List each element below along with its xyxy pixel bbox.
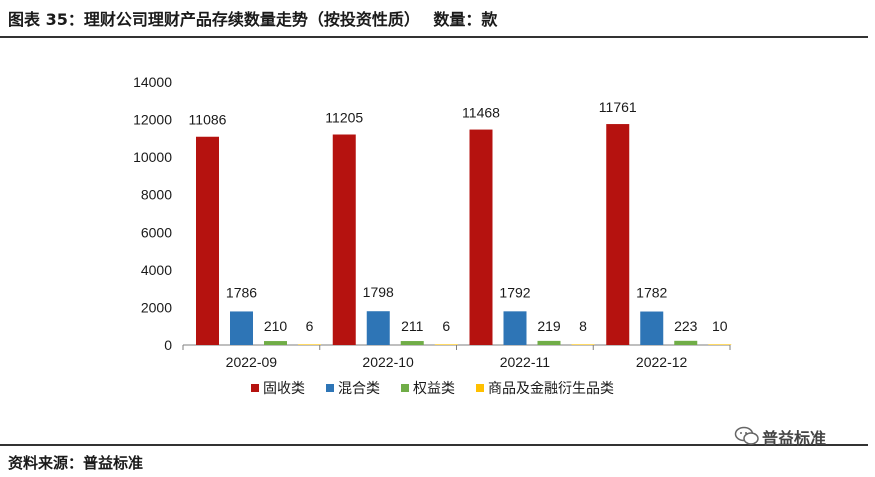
data-label: 10 [712,318,728,334]
x-tick-label: 2022-11 [500,354,551,370]
watermark-label: 普益标准 [762,429,827,448]
bar-1 [196,136,219,345]
bar-1 [469,129,493,345]
bar-2 [230,311,253,345]
top-divider [0,36,868,38]
y-tick-label: 0 [164,337,172,353]
data-label: 1798 [363,284,394,300]
data-label: 210 [264,318,288,334]
bar-1 [606,124,630,345]
data-label: 11761 [599,99,637,115]
bar-4 [298,344,321,345]
bar-3 [537,340,561,345]
legend-label: 权益类 [413,380,455,396]
data-label: 6 [306,318,314,334]
data-label: 11086 [189,112,227,128]
data-label: 1786 [226,284,257,300]
bar-2 [366,311,390,345]
report-header: 图表 35：理财公司理财产品存续数量走势（按投资性质） 数量：款 [0,0,875,36]
chart-legend: 固收类 混合类 权益类 商品及金融衍生品类 [251,380,614,396]
watermark: 普益标准 [730,424,860,448]
data-label: 211 [401,318,424,334]
data-label: 6 [442,318,450,334]
data-label: 11205 [325,110,363,126]
bar-4 [571,344,595,345]
bar-chart: 0 2000 4000 6000 8000 10000 12000 14000 2022-09 2… [133,74,732,396]
source-note: 资料来源：普益标准 [8,454,144,472]
bar-4 [708,344,732,345]
bar-3 [400,341,424,345]
chart-axes: 0 2000 4000 6000 8000 10000 12000 14000 2022-09 2… [133,74,731,370]
y-tick-label: 4000 [141,262,172,278]
legend-label: 固收类 [263,380,305,396]
bar-3 [264,341,287,345]
chart-data-labels: 11086 11205 11468 11761 1786 1798 1792 1782 210 2… [189,99,728,334]
wechat-icon [734,426,759,445]
data-label: 223 [674,318,698,334]
y-tick-label: 14000 [133,74,172,90]
x-tick-label: 2022-12 [636,354,688,370]
data-label: 1782 [636,285,667,301]
bottom-divider [0,444,868,446]
legend-swatch [251,384,259,392]
bar-2 [503,311,527,345]
y-tick-label: 10000 [133,149,172,165]
figure-title: 图表 35：理财公司理财产品存续数量走势（按投资性质） 数量：款 [8,10,498,29]
chart-bars [196,124,732,345]
x-tick-label: 2022-09 [226,354,278,370]
bar-4 [434,344,458,345]
y-tick-label: 12000 [133,112,172,128]
data-label: 1792 [499,284,530,300]
y-tick-label: 8000 [141,187,172,203]
y-tick-label: 2000 [141,299,172,315]
data-label: 11468 [462,105,500,121]
x-tick-label: 2022-10 [362,354,414,370]
data-label: 219 [537,318,561,334]
legend-label: 混合类 [338,380,380,396]
legend-swatch [326,384,334,392]
legend-swatch [401,384,409,392]
legend-swatch [476,384,484,392]
bar-2 [640,311,664,345]
y-tick-label: 6000 [141,224,172,240]
bar-1 [332,134,356,345]
legend-label: 商品及金融衍生品类 [488,380,614,396]
bar-3 [674,340,698,345]
data-label: 8 [579,318,587,334]
